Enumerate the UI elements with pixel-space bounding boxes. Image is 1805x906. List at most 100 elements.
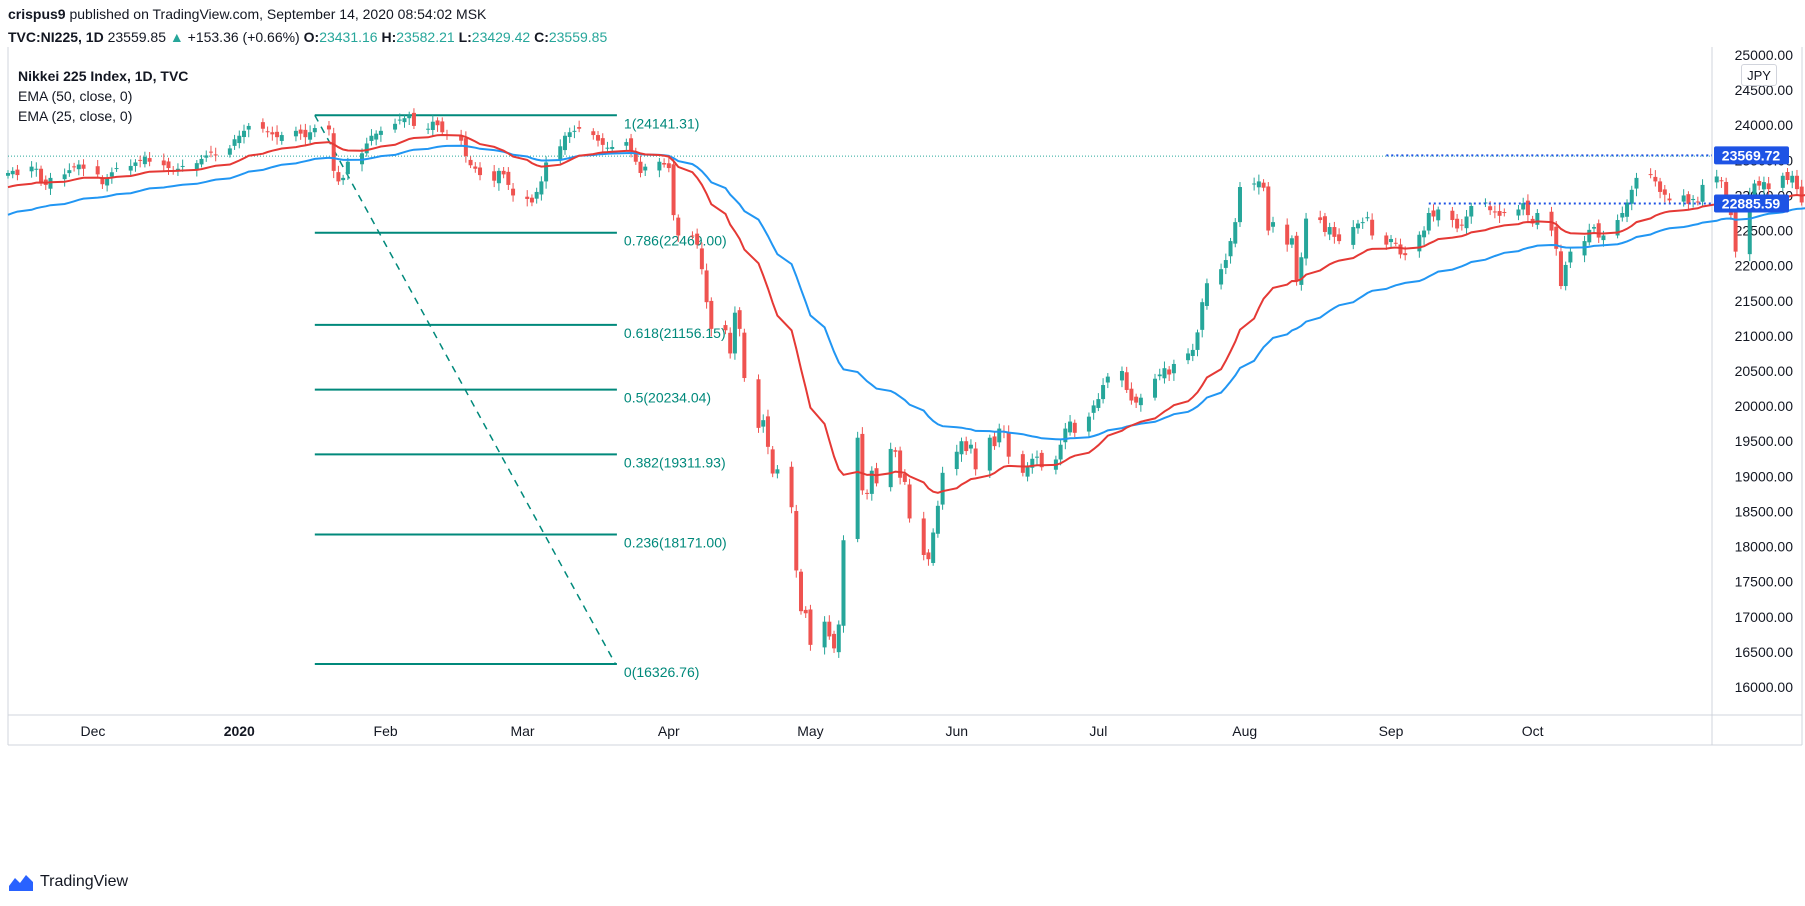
- candle-body[interactable]: [1332, 227, 1337, 237]
- candle-body[interactable]: [364, 143, 369, 154]
- candle-body[interactable]: [1700, 184, 1705, 202]
- candle-body[interactable]: [798, 571, 803, 612]
- candle-body[interactable]: [742, 332, 747, 379]
- candle-body[interactable]: [501, 170, 506, 175]
- candle-body[interactable]: [1719, 180, 1724, 182]
- candle-body[interactable]: [610, 146, 615, 149]
- candle-body[interactable]: [1322, 216, 1327, 232]
- candle-body[interactable]: [194, 163, 199, 170]
- candle-body[interactable]: [393, 123, 398, 130]
- candle-body[interactable]: [1629, 189, 1634, 204]
- candle-body[interactable]: [1153, 378, 1158, 398]
- candle-body[interactable]: [1695, 201, 1700, 203]
- candle-body[interactable]: [128, 165, 133, 171]
- candle-body[interactable]: [1223, 260, 1228, 268]
- candle-body[interactable]: [1794, 175, 1799, 190]
- candle-body[interactable]: [605, 147, 610, 149]
- candle-body[interactable]: [411, 112, 416, 126]
- candle-body[interactable]: [246, 125, 251, 130]
- candle-body[interactable]: [1228, 241, 1233, 257]
- candle-body[interactable]: [1020, 454, 1025, 473]
- candle-body[interactable]: [992, 436, 997, 447]
- candle-body[interactable]: [492, 171, 497, 181]
- candle-body[interactable]: [1648, 174, 1653, 176]
- candle-body[interactable]: [1167, 369, 1172, 375]
- candle-body[interactable]: [1318, 217, 1323, 221]
- candle-body[interactable]: [1162, 368, 1167, 379]
- candle-body[interactable]: [1469, 205, 1474, 217]
- candle-body[interactable]: [81, 164, 86, 169]
- candle-body[interactable]: [29, 166, 34, 172]
- candle-body[interactable]: [133, 162, 138, 166]
- candle-body[interactable]: [1025, 466, 1030, 477]
- candle-body[interactable]: [100, 178, 105, 185]
- candle-body[interactable]: [1535, 213, 1540, 225]
- candle-body[interactable]: [1766, 183, 1771, 190]
- candle-body[interactable]: [430, 121, 435, 130]
- candle-body[interactable]: [1105, 376, 1110, 383]
- candle-body[interactable]: [1086, 416, 1091, 432]
- candle-body[interactable]: [1558, 251, 1563, 287]
- candle-body[interactable]: [312, 128, 317, 133]
- candle-body[interactable]: [76, 164, 81, 170]
- candle-body[interactable]: [657, 161, 662, 171]
- candle-body[interactable]: [898, 450, 903, 478]
- candle-body[interactable]: [1417, 234, 1422, 252]
- candle-body[interactable]: [1492, 211, 1497, 213]
- candle-body[interactable]: [789, 466, 794, 508]
- candle-body[interactable]: [765, 416, 770, 447]
- candle-body[interactable]: [1667, 198, 1672, 201]
- candle-body[interactable]: [1285, 224, 1290, 245]
- candle-body[interactable]: [1129, 388, 1134, 401]
- candle-body[interactable]: [699, 248, 704, 270]
- candle-body[interactable]: [827, 621, 832, 637]
- candle-body[interactable]: [997, 428, 1002, 443]
- candle-body[interactable]: [1459, 224, 1464, 226]
- candle-body[interactable]: [511, 188, 516, 196]
- candle-body[interactable]: [463, 138, 468, 157]
- candle-body[interactable]: [591, 131, 596, 136]
- candle-body[interactable]: [1058, 444, 1063, 460]
- candle-body[interactable]: [1365, 217, 1370, 219]
- candle-body[interactable]: [62, 174, 67, 180]
- candle-body[interactable]: [662, 163, 667, 165]
- candle-body[interactable]: [114, 168, 119, 170]
- candle-body[interactable]: [147, 158, 152, 162]
- candle-body[interactable]: [624, 142, 629, 146]
- candle-body[interactable]: [1502, 212, 1507, 214]
- candle-body[interactable]: [166, 161, 171, 169]
- candle-body[interactable]: [336, 172, 341, 182]
- candle-body[interactable]: [1455, 218, 1460, 229]
- candle-body[interactable]: [676, 217, 681, 236]
- candle-body[interactable]: [1431, 210, 1436, 217]
- candle-body[interactable]: [1691, 198, 1696, 201]
- candle-body[interactable]: [105, 177, 110, 186]
- candle-body[interactable]: [860, 433, 865, 491]
- candle-body[interactable]: [270, 132, 275, 135]
- candle-body[interactable]: [1252, 183, 1257, 185]
- candle-body[interactable]: [638, 161, 643, 173]
- candle-body[interactable]: [1299, 257, 1304, 285]
- publisher-user[interactable]: crispus9: [8, 6, 66, 22]
- candle-body[interactable]: [435, 120, 440, 126]
- candle-body[interactable]: [709, 300, 714, 329]
- candle-body[interactable]: [600, 138, 605, 145]
- candle-body[interactable]: [1525, 200, 1530, 216]
- candle-body[interactable]: [138, 159, 143, 161]
- candle-body[interactable]: [204, 155, 209, 158]
- candle-body[interactable]: [1488, 206, 1493, 211]
- candle-body[interactable]: [666, 163, 671, 169]
- candle-body[interactable]: [227, 148, 232, 155]
- candle-body[interactable]: [761, 420, 766, 427]
- candle-body[interactable]: [440, 121, 445, 133]
- candle-body[interactable]: [1568, 251, 1573, 263]
- candle-body[interactable]: [572, 130, 577, 132]
- candle-body[interactable]: [921, 518, 926, 555]
- candle-body[interactable]: [1256, 181, 1261, 188]
- candle-body[interactable]: [142, 156, 147, 165]
- candle-body[interactable]: [1186, 353, 1191, 361]
- candle-body[interactable]: [72, 166, 77, 168]
- candle-body[interactable]: [1219, 269, 1224, 285]
- candle-body[interactable]: [1200, 302, 1205, 330]
- candle-body[interactable]: [855, 437, 860, 539]
